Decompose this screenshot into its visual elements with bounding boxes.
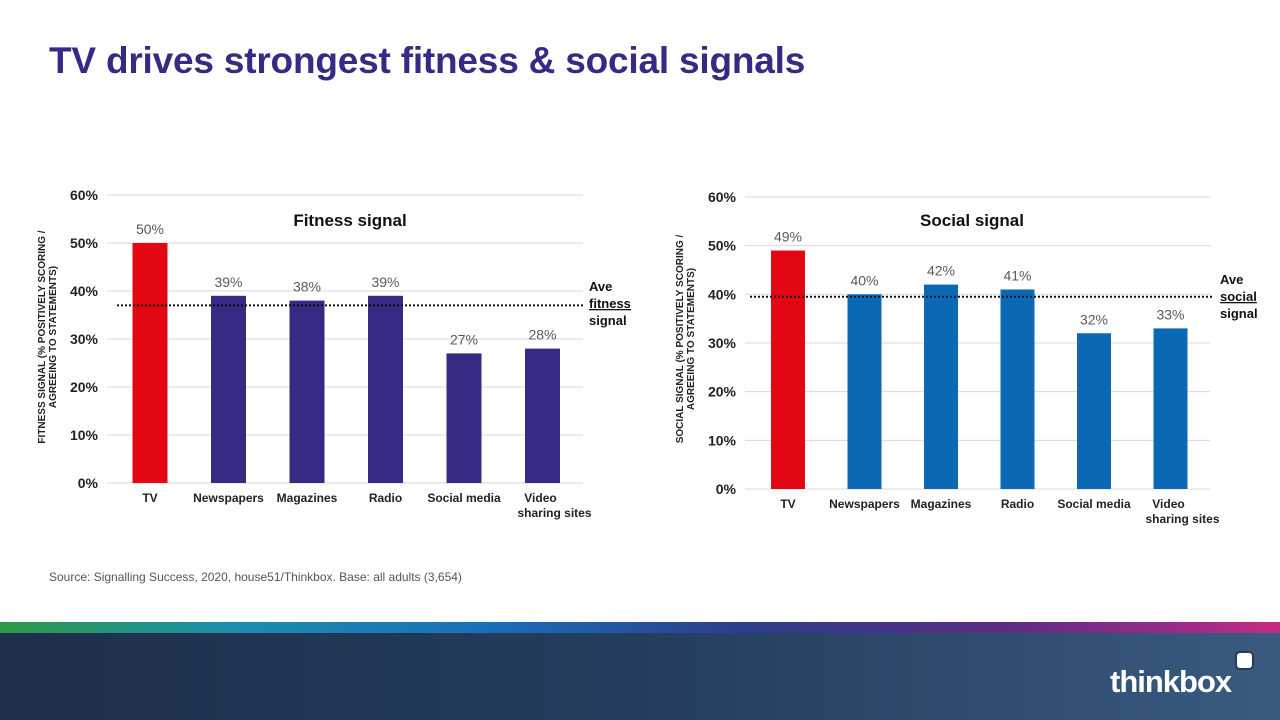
- fitness-bar: [446, 353, 482, 483]
- social-bar: [1153, 328, 1188, 489]
- social-category-label: Radio: [1001, 497, 1034, 511]
- social-data-label: 40%: [850, 272, 878, 288]
- social-bar: [1077, 333, 1111, 489]
- fitness-average-label: fitness: [589, 296, 631, 311]
- fitness-data-label: 38%: [293, 279, 321, 295]
- fitness-category-label: Radio: [369, 491, 402, 505]
- social-average-label: signal: [1220, 306, 1258, 321]
- social-bar: [847, 294, 882, 489]
- social-category-label: Newspapers: [829, 497, 900, 511]
- social-y-tick-label: 60%: [708, 189, 737, 205]
- fitness-y-tick-label: 30%: [70, 331, 99, 347]
- social-bar: [924, 284, 958, 489]
- fitness-data-label: 27%: [450, 331, 478, 347]
- fitness-category-label: TV: [142, 491, 157, 505]
- fitness-signal-svg: 0% 10% 20% 30% 40% 50% 60% Fitness signal 50% TV 3…: [70, 187, 631, 520]
- fitness-category-label: Newspapers: [193, 491, 264, 505]
- social-data-label: 32%: [1080, 311, 1108, 327]
- fitness-y-tick-label: 10%: [70, 427, 99, 443]
- social-y-tick-label: 0%: [716, 481, 737, 497]
- fitness-y-tick-label: 40%: [70, 283, 99, 299]
- social-y-tick-label: 10%: [708, 432, 737, 448]
- social-bar: [771, 250, 805, 489]
- footer-color-stripe: [0, 622, 1280, 633]
- social-y-tick-label: 40%: [708, 286, 737, 302]
- fitness-bar: [525, 348, 560, 483]
- fitness-data-label: 39%: [371, 274, 399, 290]
- social-y-tick-label: 20%: [708, 384, 737, 400]
- thinkbox-logo: thinkbox: [1110, 664, 1232, 699]
- fitness-bar: [289, 300, 325, 483]
- social-y-tick-label: 30%: [708, 335, 737, 351]
- social-chart-title: Social signal: [920, 211, 1024, 230]
- social-category-label: Magazines: [911, 497, 972, 511]
- fitness-average-label: Ave: [589, 279, 612, 294]
- page-title: TV drives strongest fitness & social sig…: [49, 40, 806, 81]
- social-average-label: Ave: [1220, 272, 1243, 287]
- social-data-label: 33%: [1156, 306, 1184, 322]
- footer-panel: [0, 633, 1280, 720]
- social-average-label: social: [1220, 289, 1257, 304]
- fitness-category-label: Video sharing sites: [517, 491, 591, 520]
- fitness-data-label: 28%: [528, 327, 556, 343]
- social-category-label: Video sharing sites: [1145, 497, 1219, 526]
- fitness-y-tick-label: 20%: [70, 379, 99, 395]
- fitness-signal-chart: FITNESS SIGNAL (% POSITIVELY SCORING / A…: [37, 187, 631, 520]
- social-data-label: 41%: [1003, 267, 1031, 283]
- fitness-chart-title: Fitness signal: [293, 211, 406, 230]
- fitness-y-tick-label: 50%: [70, 235, 99, 251]
- fitness-data-label: 39%: [214, 274, 242, 290]
- fitness-average-label: signal: [589, 313, 627, 328]
- social-y-tick-label: 50%: [708, 238, 737, 254]
- fitness-bar: [368, 295, 403, 483]
- fitness-y-tick-label: 0%: [78, 475, 99, 491]
- logo-square-icon: [1237, 653, 1252, 668]
- source-note: Source: Signalling Success, 2020, house5…: [49, 570, 462, 584]
- fitness-bar: [211, 295, 246, 483]
- social-signal-chart: SOCIAL SIGNAL (% POSITIVELY SCORING / AG…: [675, 189, 1258, 526]
- fitness-data-label: 50%: [136, 221, 164, 237]
- social-bar: [1000, 289, 1035, 489]
- fitness-bar: [132, 243, 168, 483]
- fitness-category-label: Magazines: [277, 491, 338, 505]
- social-data-label: 42%: [927, 263, 955, 279]
- social-category-label: TV: [780, 497, 795, 511]
- fitness-category-label: Social media: [427, 491, 501, 505]
- fitness-y-tick-label: 60%: [70, 187, 99, 203]
- social-signal-svg: 0% 10% 20% 30% 40% 50% 60% Social signal 49% TV 40…: [708, 189, 1258, 526]
- social-data-label: 49%: [774, 229, 802, 245]
- social-category-label: Social media: [1057, 497, 1131, 511]
